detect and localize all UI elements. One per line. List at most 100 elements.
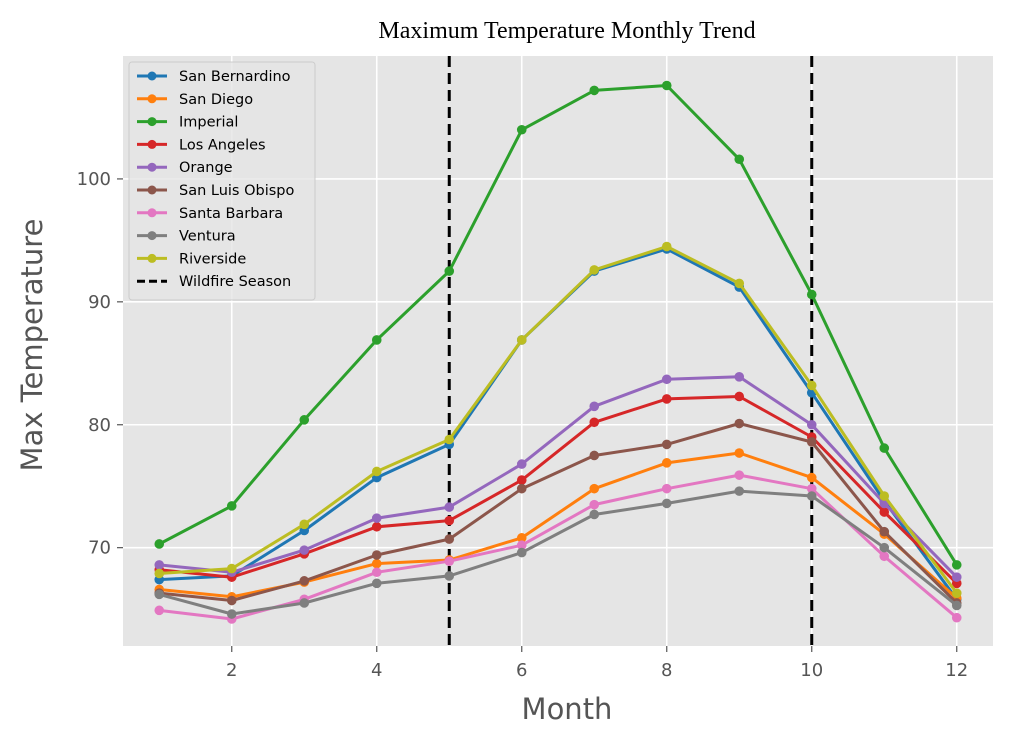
x-tick-label: 6 [516,660,527,681]
series-line-ventura [158,489,958,616]
data-point-ventura [734,486,745,496]
data-point-riverside [444,434,455,445]
data-point-ventura [371,578,382,589]
data-point-los-angeles [516,475,527,485]
x-tick-label: 12 [945,660,968,681]
series-riverside [154,241,962,598]
series-santa-barbara [154,470,962,624]
data-point-san-diego [371,558,382,569]
y-tick-label: 80 [88,415,111,436]
data-point-san-luis-obispo [661,439,672,450]
series-imperial [154,80,962,570]
legend-entry-san-bernardino: San Bernardino [137,69,291,85]
data-point-orange [299,545,310,555]
legend-marker [147,253,157,263]
data-point-imperial [734,154,745,165]
y-tick-labels: 70 80 90 100 [77,169,123,559]
legend-marker [147,162,157,172]
legend-entry-wildfire-season: Wildfire Season [137,274,291,290]
data-point-riverside [299,519,310,530]
legend-label: Orange [179,160,233,176]
data-point-riverside [589,265,600,275]
legend-entry-orange: Orange [137,160,233,176]
x-axis-label: Month [522,692,613,726]
data-point-ventura [879,542,890,553]
legend-label: Wildfire Season [179,274,291,290]
data-point-san-luis-obispo [226,595,237,606]
x-tick-labels: 2 4 6 8 10 12 [226,646,968,681]
data-point-orange [444,502,455,512]
data-point-san-luis-obispo [516,483,527,494]
data-point-santa-barbara [154,605,165,616]
series-line-orange [159,375,958,579]
data-point-riverside [371,466,382,477]
data-point-imperial [661,80,672,91]
y-tick-label: 70 [88,538,111,559]
legend-entry-los-angeles: Los Angeles [137,137,266,153]
data-point-san-diego [516,533,527,543]
chart-title: Maximum Temperature Monthly Trend [378,18,755,44]
legend-marker [147,208,157,218]
series-line-los-angeles [159,395,958,585]
data-point-orange [154,560,165,570]
data-point-san-luis-obispo [806,437,817,447]
data-point-imperial [951,560,962,570]
data-point-san-luis-obispo [734,418,745,429]
legend-label: Los Angeles [179,137,266,153]
data-point-riverside [226,563,237,574]
data-point-san-diego [734,448,745,458]
legend-marker [147,185,157,195]
data-point-san-luis-obispo [879,526,890,537]
legend-marker [147,231,157,241]
data-point-orange [371,513,382,523]
data-point-santa-barbara [951,612,962,623]
legend-entry-san-luis-obispo: San Luis Obispo [137,183,294,199]
data-point-ventura [589,509,600,520]
data-point-santa-barbara [661,483,672,494]
data-point-imperial [226,501,237,511]
legend-entry-santa-barbara: Santa Barbara [137,206,283,222]
data-point-san-luis-obispo [299,576,310,586]
legend-entry-ventura: Ventura [137,229,236,245]
data-point-san-luis-obispo [444,534,455,544]
data-point-orange [734,372,745,382]
data-point-santa-barbara [516,540,527,551]
data-point-ventura [444,571,455,581]
legend-entry-imperial: Imperial [137,115,238,131]
data-point-los-angeles [371,521,382,532]
data-point-orange [516,459,527,469]
data-point-imperial [154,539,165,549]
y-tick-label: 90 [88,292,111,313]
data-point-orange [951,572,962,582]
data-point-imperial [444,266,455,276]
series-lines [154,80,962,624]
data-point-ventura [516,547,527,558]
data-point-santa-barbara [589,499,600,510]
data-point-ventura [154,589,165,600]
data-point-los-angeles [444,515,455,526]
data-point-imperial [806,289,817,300]
legend-marker [147,94,157,104]
legend-label: Riverside [179,251,246,267]
legend-marker [147,71,157,81]
data-point-los-angeles [661,394,672,404]
legend-marker [147,139,157,149]
x-tick-label: 2 [226,660,237,681]
data-point-ventura [951,600,962,611]
data-point-ventura [299,598,310,608]
legend-label: San Diego [179,92,253,108]
data-point-santa-barbara [879,551,890,562]
data-point-los-angeles [734,391,745,402]
data-point-san-diego [806,472,817,483]
series-ventura [154,486,962,619]
data-point-ventura [661,498,672,509]
data-point-imperial [299,415,310,425]
data-point-imperial [371,335,382,345]
data-point-san-luis-obispo [371,550,382,560]
series-line-riverside [159,245,959,594]
data-point-riverside [661,241,672,252]
data-point-riverside [734,278,745,289]
data-point-riverside [951,588,962,598]
data-point-orange [806,419,817,430]
